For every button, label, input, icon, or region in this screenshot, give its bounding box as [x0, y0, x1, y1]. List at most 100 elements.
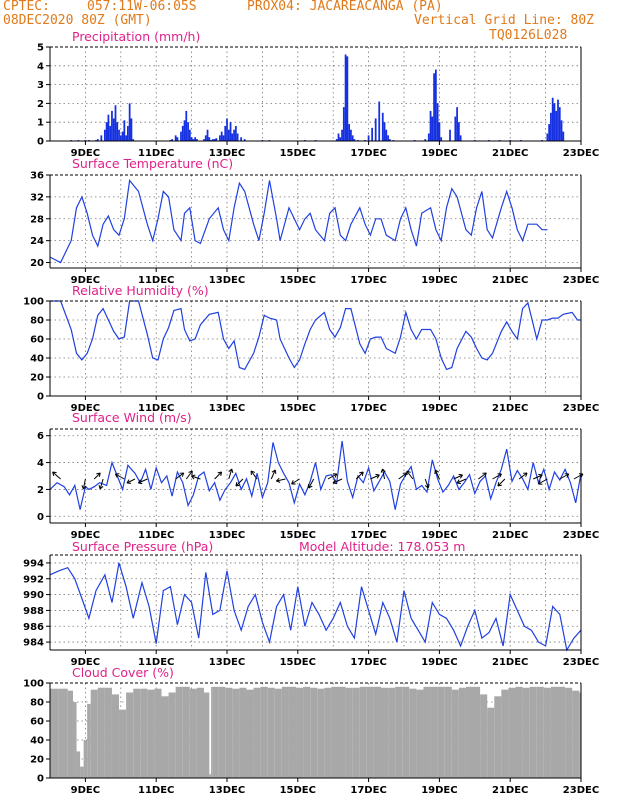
wind-arrow-shaft: [291, 478, 300, 485]
cloud-bar: [359, 686, 367, 778]
y-tick-label: 20: [30, 258, 44, 269]
wind-arrow: [497, 478, 506, 487]
wind-arrow-head: [361, 471, 364, 477]
wind-arrow-head: [424, 485, 429, 489]
wind-arrow-head: [539, 474, 543, 479]
wind-arrow-head: [188, 470, 193, 473]
wind-arrow-head: [217, 471, 222, 474]
cloud-bar: [409, 688, 417, 778]
precip-bar: [383, 122, 386, 141]
wind-arrow: [235, 478, 244, 487]
cloud-bar: [416, 689, 424, 778]
wind-arrow: [175, 472, 185, 480]
precip-bar: [188, 129, 191, 141]
x-tick-label: 15DEC: [280, 530, 316, 541]
cloud-bar: [444, 686, 452, 778]
precip-bar: [196, 139, 198, 141]
wind-arrow: [228, 468, 234, 480]
cloud-bar: [310, 687, 318, 778]
precip-bar: [222, 135, 225, 141]
cloud-bar: [274, 688, 282, 778]
y-tick-label: 4: [37, 458, 44, 469]
header-code: TQ0126L028: [489, 28, 568, 43]
y-tick-label: 100: [23, 679, 44, 690]
wind-arrow: [478, 472, 487, 480]
x-tick-label: 13DEC: [209, 148, 245, 159]
panel-title: Surface Temperature (nC): [72, 156, 233, 171]
pres-series-line: [49, 562, 582, 652]
cloud-bar: [111, 694, 120, 778]
wind-arrow-head: [274, 469, 277, 475]
wind-arrow-head: [499, 473, 502, 478]
wind-arrow-shaft: [453, 474, 463, 480]
x-tick-label: 23DEC: [563, 148, 599, 159]
wind-arrow-shaft: [559, 473, 570, 480]
precip-bar: [367, 135, 370, 141]
x-tick-label: 19DEC: [421, 403, 457, 414]
precip-bar: [234, 125, 237, 141]
wind-arrow-shaft: [327, 473, 338, 480]
wind-arrow: [270, 469, 277, 480]
cloud-bar: [465, 686, 474, 778]
cloud-bar: [296, 687, 304, 778]
precip-bar: [339, 137, 342, 141]
cloud-bar: [529, 686, 537, 778]
cloud-bar: [175, 686, 183, 778]
y-tick-label: 0: [37, 774, 44, 785]
wind-arrow: [453, 473, 463, 480]
x-tick-label: 9DEC: [71, 530, 100, 541]
y-tick-label: 60: [30, 717, 44, 728]
wind-arrow-shaft: [533, 474, 543, 480]
wind-arrow-shaft: [250, 470, 258, 480]
wind-series-line: [49, 441, 582, 510]
wind-arrow-head: [406, 470, 411, 473]
precip-bar: [558, 107, 561, 141]
x-tick-label: 23DEC: [563, 403, 599, 414]
cloud-bar: [565, 687, 573, 778]
wind-arrow-shaft: [456, 478, 467, 484]
y-tick-label: 0: [37, 137, 44, 148]
cloud-bar: [338, 686, 346, 778]
precip-bar: [171, 139, 174, 141]
precip-bar: [546, 133, 549, 141]
wind-arrow-shaft: [332, 478, 343, 484]
y-tick-label: 3: [37, 80, 44, 91]
wind-arrow: [185, 470, 193, 480]
x-tick-label: 13DEC: [209, 275, 245, 286]
cloud-bar: [388, 687, 396, 778]
cloud-bar: [366, 686, 374, 778]
precip-bar: [206, 129, 209, 141]
wind-arrow: [406, 470, 414, 480]
precip-bar: [123, 120, 126, 141]
cloud-bar: [402, 686, 410, 778]
precip-bar: [211, 139, 214, 141]
x-tick-label: 11DEC: [138, 785, 174, 796]
cloud-bar: [473, 686, 481, 778]
precip-bar: [114, 105, 117, 141]
cloud-bar: [352, 687, 360, 778]
cloud-bar: [281, 686, 289, 778]
panel-temp: Surface Temperature (nC) 20 24 28 32 36 9DEC 11…: [30, 156, 599, 286]
wind-arrow-head: [375, 473, 380, 476]
precip-bar: [337, 133, 340, 141]
wind-arrow: [424, 478, 430, 489]
wind-arrow-head: [537, 480, 541, 485]
wind-arrow: [434, 469, 440, 480]
precip-bar: [427, 133, 430, 141]
wind-arrow-head: [181, 472, 185, 477]
wind-arrow-head: [332, 479, 336, 484]
x-tick-label: 17DEC: [350, 275, 386, 286]
precip-bar: [100, 135, 103, 141]
precip-bar: [121, 131, 124, 141]
x-tick-label: 15DEC: [280, 403, 316, 414]
precip-bar: [208, 137, 211, 141]
wind-arrow-head: [382, 468, 386, 473]
precip-bar: [128, 103, 131, 141]
wind-arrow: [191, 474, 201, 480]
wind-arrow-head: [228, 468, 233, 472]
wind-arrow-head: [456, 479, 460, 484]
precip-bar: [342, 107, 345, 141]
precip-bar: [130, 118, 133, 141]
wind-arrow-head: [83, 485, 87, 490]
y-tick-label: 80: [30, 698, 44, 709]
